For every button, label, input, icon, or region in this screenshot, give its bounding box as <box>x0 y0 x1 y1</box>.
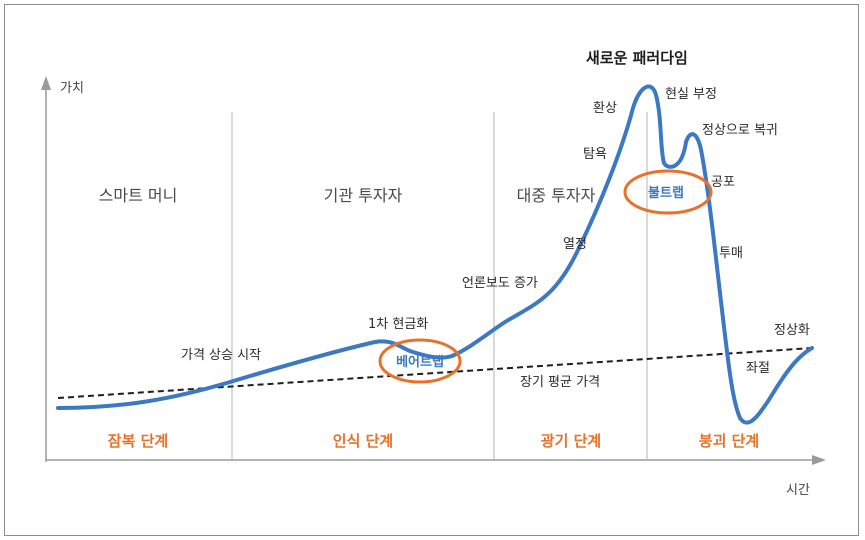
y-axis-arrow-icon <box>41 76 51 90</box>
group-institutional: 기관 투자자 <box>324 186 403 205</box>
label-return-to-normal: 정상으로 복귀 <box>702 123 778 138</box>
label-bear-trap: 베어트랩 <box>396 354 444 370</box>
label-media-coverage: 언론보도 증가 <box>462 276 538 291</box>
bull-trap-circle <box>623 169 713 215</box>
label-first-cashout: 1차 현금화 <box>368 317 428 332</box>
diagram-title: 새로운 패러다임 <box>586 49 688 67</box>
label-capitulation: 투매 <box>719 246 743 261</box>
group-smart-money: 스마트 머니 <box>99 186 178 205</box>
phase-stealth: 잠복 단계 <box>108 432 168 450</box>
label-greed: 탐욕 <box>583 147 607 162</box>
label-delusion: 환상 <box>593 101 617 116</box>
x-axis-arrow-icon <box>812 455 826 465</box>
label-denial: 현실 부정 <box>665 87 717 102</box>
label-normalization: 정상화 <box>774 323 810 338</box>
label-enthusiasm: 열정 <box>563 237 587 252</box>
group-public: 대중 투자자 <box>517 186 596 205</box>
x-axis-label: 시간 <box>786 483 810 498</box>
label-long-term-mean: 장기 평균 가격 <box>520 375 600 390</box>
label-bull-trap: 불트랩 <box>648 186 684 201</box>
label-fear: 공포 <box>711 175 735 190</box>
phase-blowoff: 붕괴 단계 <box>699 432 759 450</box>
value-curve <box>56 84 814 425</box>
phase-awareness: 인식 단계 <box>333 432 393 450</box>
y-axis-label: 가치 <box>60 81 84 96</box>
label-price-rise-start: 가격 상승 시작 <box>181 348 261 363</box>
phase-mania: 광기 단계 <box>541 432 601 450</box>
long-term-mean-line <box>57 347 813 399</box>
label-despair: 좌절 <box>746 361 770 376</box>
bear-trap-circle <box>378 338 462 384</box>
